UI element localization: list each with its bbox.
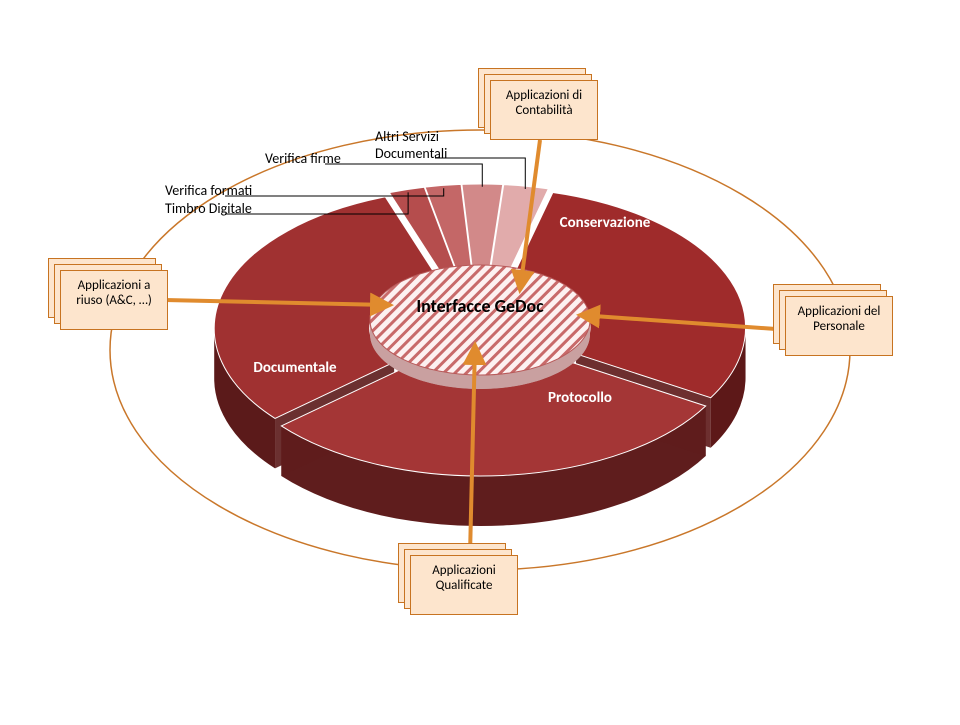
note-text-qualificate: Applicazioni Qualificate <box>410 555 518 615</box>
note-text-contabilita: Applicazioni di Contabilità <box>490 80 598 140</box>
center-disk <box>370 265 590 389</box>
note-text-personale: Applicazioni del Personale <box>785 296 893 356</box>
diagram-stage: ConservazioneProtocolloDocumentaleTimbro… <box>0 0 960 720</box>
note-text-riuso: Applicazioni a riuso (A&C, …) <box>60 270 168 330</box>
